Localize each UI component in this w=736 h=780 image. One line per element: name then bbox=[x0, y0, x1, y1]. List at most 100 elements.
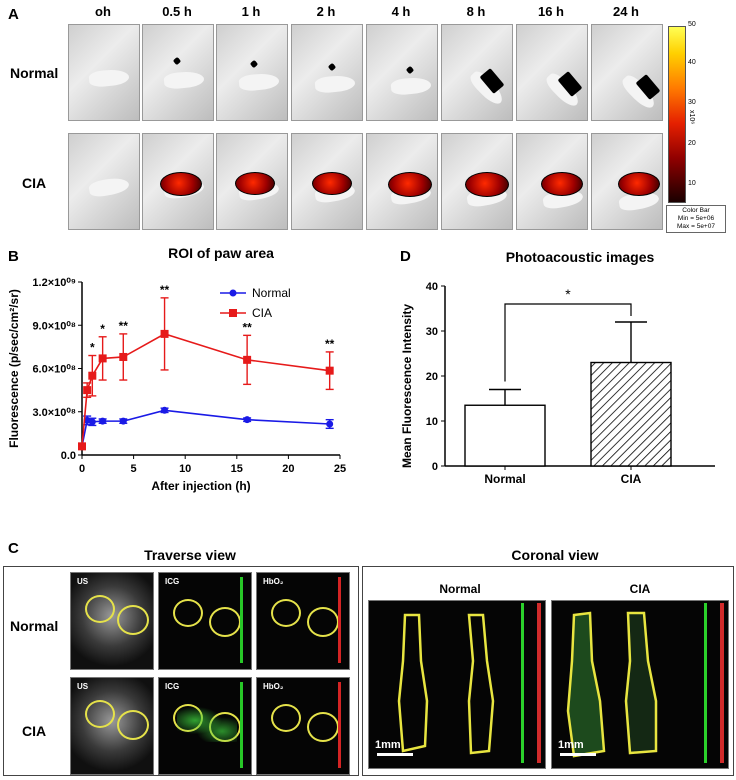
cia-mouse-image bbox=[516, 133, 588, 230]
significance-bracket bbox=[504, 303, 632, 382]
significance-marker: ** bbox=[160, 283, 170, 297]
data-point bbox=[83, 386, 92, 395]
data-point bbox=[161, 406, 169, 414]
coronal-cia-overlay bbox=[560, 603, 724, 763]
roi-ellipse bbox=[117, 605, 149, 635]
traverse-image-icg: ICG bbox=[158, 572, 252, 670]
significance-marker: ** bbox=[325, 337, 335, 351]
colorbar-tick: 40 bbox=[688, 59, 696, 66]
modality-label: HbO₂ bbox=[263, 577, 284, 586]
colorbar-info-line: Color Bar bbox=[682, 207, 710, 214]
x-tick-label: Normal bbox=[484, 472, 525, 486]
y-tick-label: 20 bbox=[426, 371, 438, 383]
colorbar-exponent: x10⁶ bbox=[688, 110, 695, 125]
legend-label: Normal bbox=[252, 286, 291, 300]
y-tick-label: 40 bbox=[426, 281, 438, 293]
normal-mouse-image bbox=[591, 24, 663, 121]
normal-mouse-image bbox=[516, 24, 588, 121]
data-point bbox=[243, 416, 251, 424]
colorbar-info-line: Min = 5e+06 bbox=[677, 215, 715, 222]
coronal-view-title: Coronal view bbox=[511, 547, 599, 563]
scale-bar-label-cia: 1mm bbox=[558, 739, 584, 751]
colorbar-info-line: Max = 5e+07 bbox=[677, 223, 715, 230]
timepoint-label: 1 h bbox=[241, 4, 261, 19]
paw-shape bbox=[390, 76, 432, 96]
y-axis-label: Fluorescence (p/sec/cm²/sr) bbox=[7, 289, 21, 448]
traverse-image-hbo2: HbO₂ bbox=[256, 677, 350, 775]
legend-marker bbox=[229, 309, 237, 317]
series-line bbox=[81, 409, 330, 447]
legend-label: CIA bbox=[252, 306, 272, 320]
timepoint-label: 0.5 h bbox=[162, 4, 192, 19]
normal-mouse-image bbox=[68, 24, 140, 121]
cia-mouse-image bbox=[441, 133, 513, 230]
colorbar-tick: 20 bbox=[688, 140, 696, 147]
timepoint-label: 4 h bbox=[391, 4, 411, 19]
photoacoustic-bar-chart: Photoacoustic images 0 10 20 30 40 Mean Fluore… bbox=[400, 249, 715, 486]
data-point bbox=[243, 355, 252, 364]
paw-shape bbox=[238, 72, 280, 92]
roi-ellipse bbox=[209, 607, 241, 637]
coronal-view-frame bbox=[362, 566, 734, 776]
y-tick-label: 6.0×10⁰⁸ bbox=[32, 364, 76, 376]
fluorescence-signal bbox=[159, 172, 202, 196]
roi-ellipse bbox=[173, 599, 203, 627]
coronal-col-label-cia: CIA bbox=[629, 582, 651, 596]
panel-b-letter: B bbox=[8, 248, 19, 265]
traverse-view-frame bbox=[3, 566, 359, 776]
fluorescence-signal bbox=[235, 172, 275, 195]
intensity-scale-bar bbox=[338, 682, 341, 768]
x-tick-label: 10 bbox=[179, 463, 191, 475]
data-point bbox=[326, 420, 334, 428]
chart-title: ROI of paw area bbox=[168, 245, 274, 261]
timepoint-label: 16 h bbox=[537, 4, 564, 19]
cia-mouse-image bbox=[291, 133, 363, 230]
roi-ellipse bbox=[117, 710, 149, 740]
bar bbox=[464, 404, 546, 467]
significance-marker: * bbox=[90, 341, 95, 355]
normal-mouse-image bbox=[366, 24, 438, 121]
modality-label: HbO₂ bbox=[263, 682, 284, 691]
traverse-row-label-normal: Normal bbox=[10, 618, 59, 634]
cia-mouse-image bbox=[142, 133, 214, 230]
series-line bbox=[81, 333, 330, 447]
panel-a-letter: A bbox=[8, 6, 19, 23]
cia-mouse-image bbox=[68, 133, 140, 230]
modality-label: US bbox=[77, 682, 89, 691]
modality-label: ICG bbox=[165, 682, 180, 691]
data-point bbox=[98, 354, 107, 363]
x-tick-label: 20 bbox=[282, 463, 294, 475]
paw-shape bbox=[87, 175, 131, 199]
x-tick-label: 15 bbox=[231, 463, 243, 475]
fluorescence-line-chart: ROI of paw area 0.0 3.0×10⁰⁸ 6.0×10⁰⁸ 9.0×10… bbox=[7, 245, 346, 493]
cia-mouse-image bbox=[591, 133, 663, 230]
traverse-view-title: Traverse view bbox=[144, 547, 236, 563]
x-tick-label: 0 bbox=[79, 463, 85, 475]
chart-title: Photoacoustic images bbox=[506, 249, 655, 265]
fluorescence-signal bbox=[617, 172, 660, 196]
fluorescence-signal bbox=[464, 172, 509, 198]
timepoint-label: 8 h bbox=[466, 4, 486, 19]
colorbar bbox=[668, 26, 686, 203]
row-label-normal: Normal bbox=[10, 65, 59, 81]
coronal-image-cia: 1mm bbox=[551, 600, 729, 769]
cia-mouse-image bbox=[216, 133, 288, 230]
significance-marker: * bbox=[100, 322, 105, 336]
roi-ellipse bbox=[307, 712, 339, 742]
row-label-cia: CIA bbox=[22, 175, 47, 191]
cia-mouse-image bbox=[366, 133, 438, 230]
traverse-image-icg: ICG bbox=[158, 677, 252, 775]
legend-marker bbox=[229, 289, 237, 297]
modality-label: US bbox=[77, 577, 89, 586]
intensity-scale-bar bbox=[338, 577, 341, 663]
y-tick-label: 1.2×10⁰⁹ bbox=[32, 277, 76, 289]
data-point bbox=[325, 366, 334, 375]
colorbar-tick: 30 bbox=[688, 99, 696, 106]
colorbar-tick: 50 bbox=[688, 21, 696, 28]
x-tick-label: 5 bbox=[131, 463, 137, 475]
x-axis-label: After injection (h) bbox=[151, 479, 250, 493]
scale-bar-label-normal: 1mm bbox=[375, 739, 401, 751]
roi-ellipse bbox=[85, 700, 115, 728]
coronal-image-normal: 1mm bbox=[368, 600, 546, 769]
timepoint-label: 2 h bbox=[316, 4, 336, 19]
